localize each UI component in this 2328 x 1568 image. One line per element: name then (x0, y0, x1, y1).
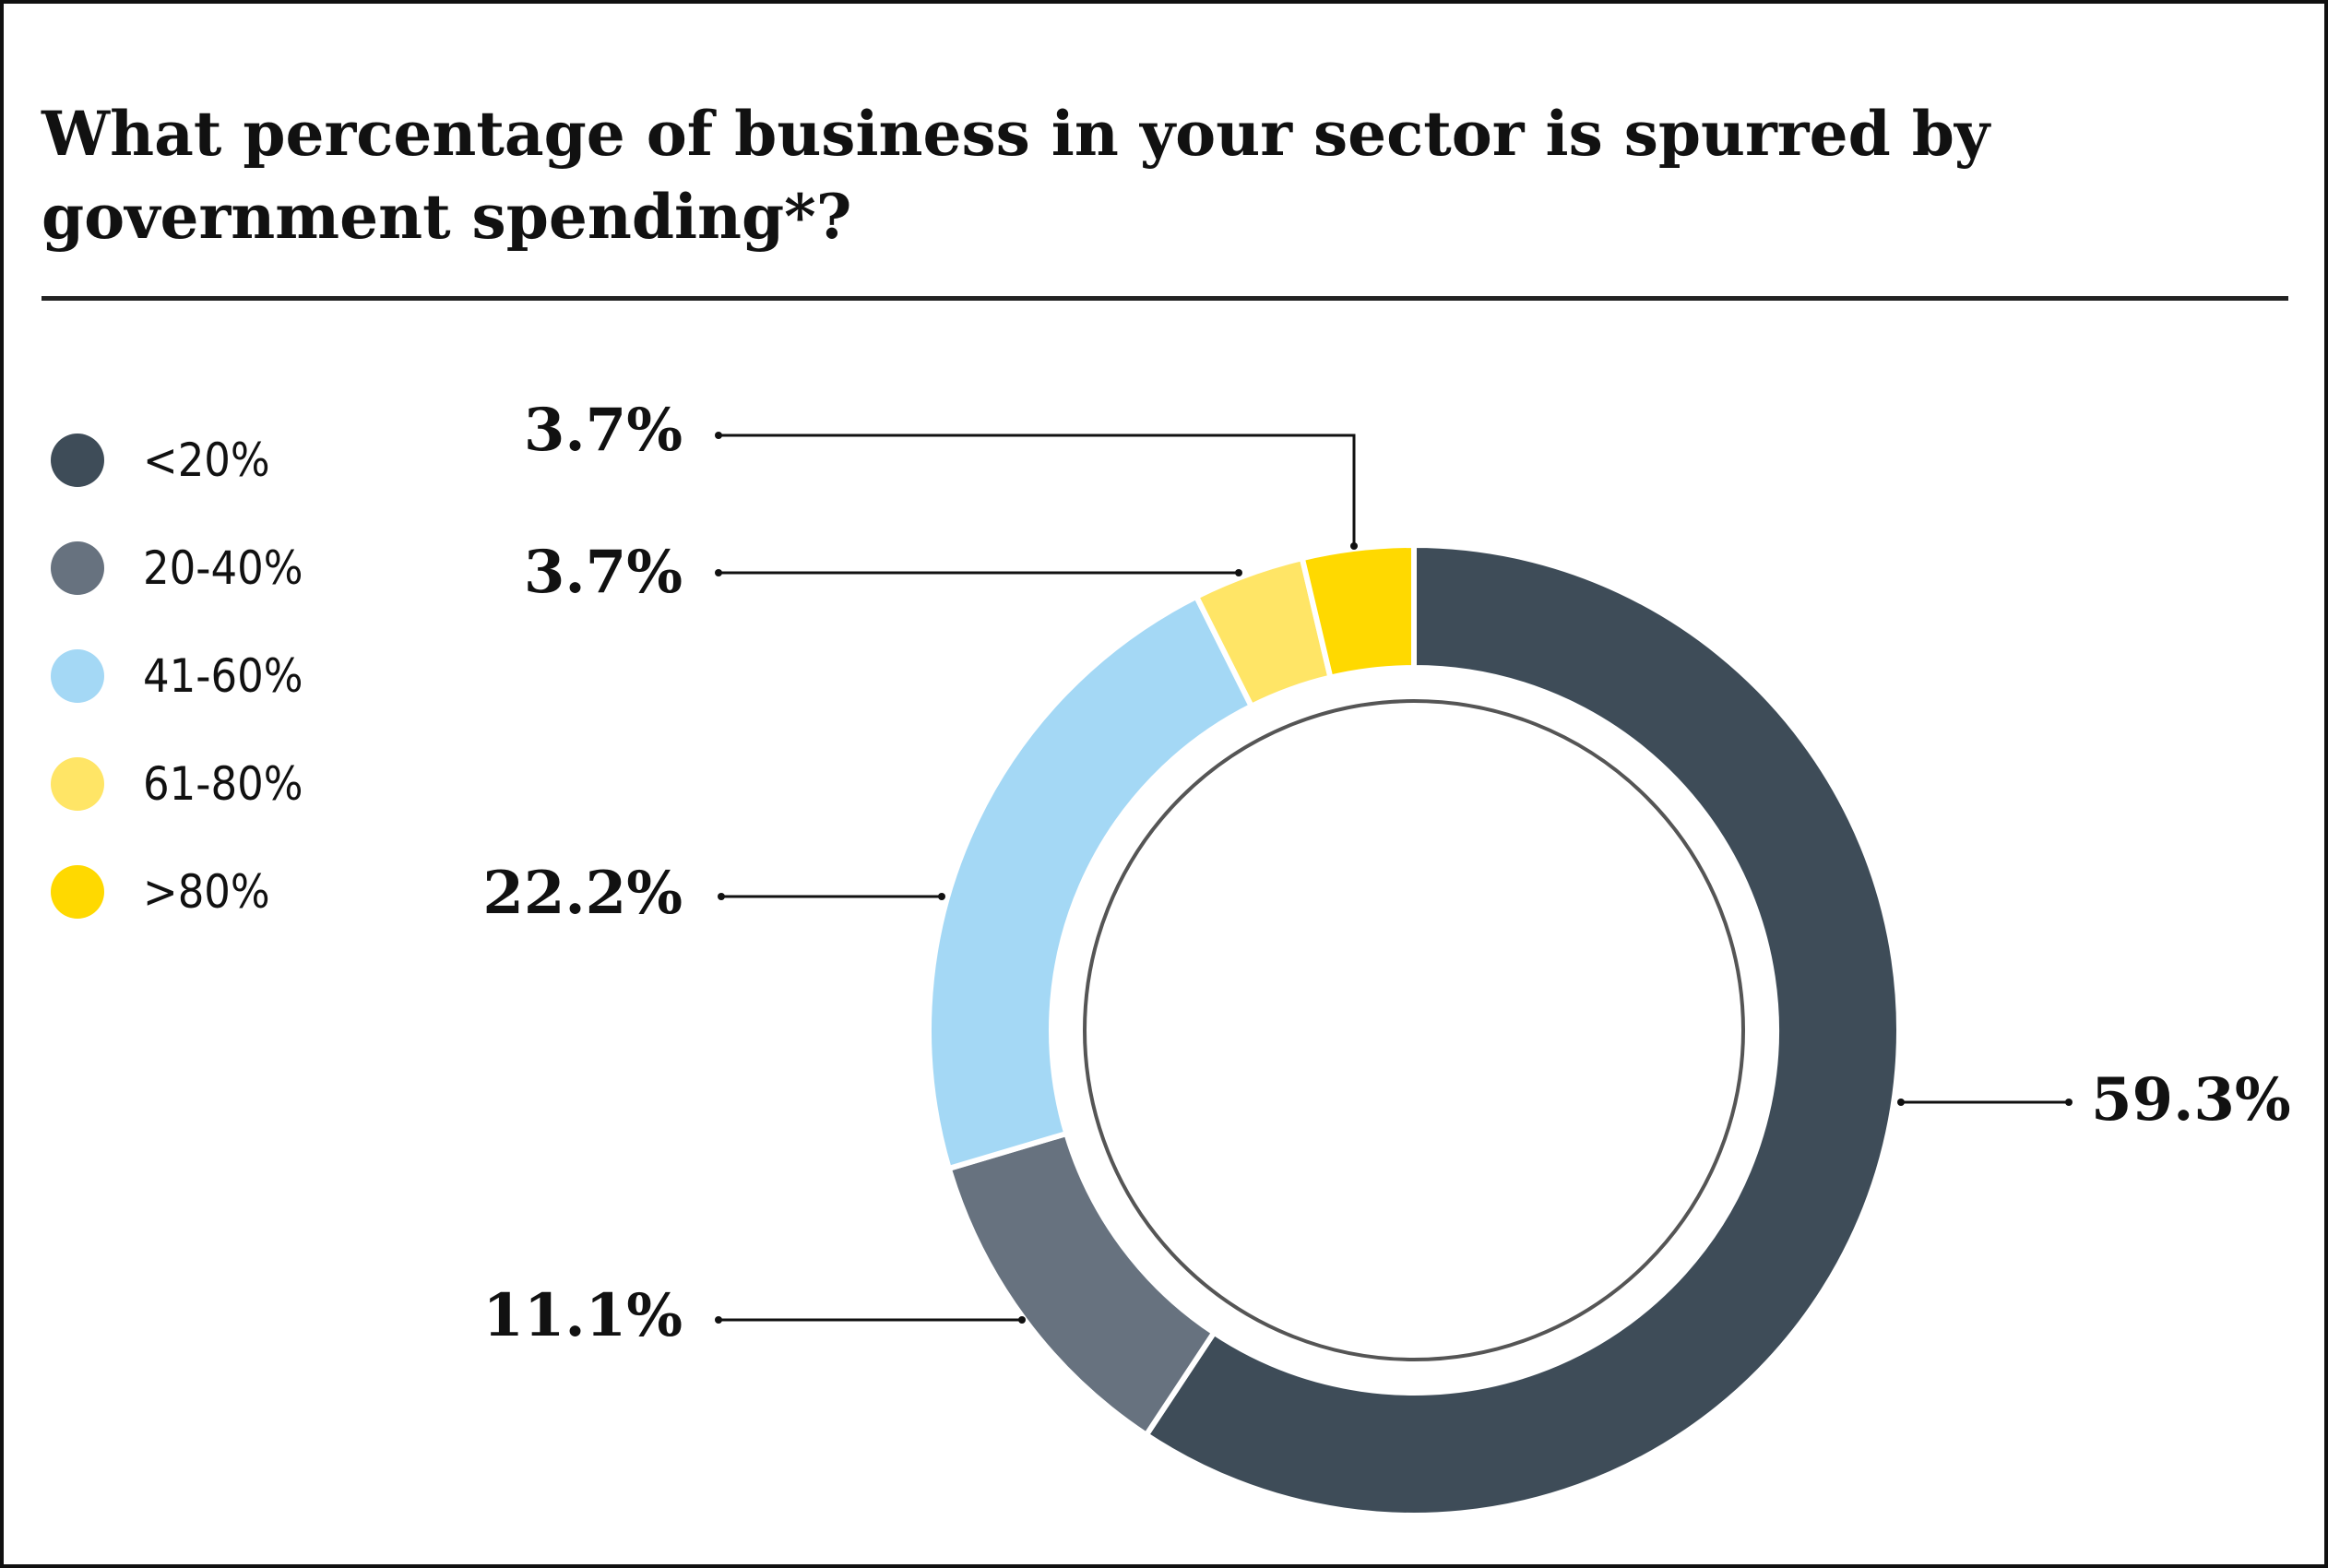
donut-slice-0 (1142, 541, 1902, 1518)
donut-slice-2 (926, 592, 1255, 1172)
legend-item: 20-40% (51, 514, 303, 622)
legend-swatch (51, 433, 104, 487)
legend-label: 41-60% (143, 648, 303, 703)
data-label-41-60: 22.2% (482, 859, 683, 928)
data-label-lt20: 59.3% (2091, 1065, 2291, 1134)
legend-item: 41-60% (51, 622, 303, 730)
legend-label: >80% (143, 864, 270, 919)
legend-item: 61-80% (51, 730, 303, 837)
legend-label: 61-80% (143, 756, 303, 811)
legend-label: <20% (143, 433, 270, 487)
legend-swatch (51, 648, 104, 703)
chart-title: What percentage of business in your sect… (42, 98, 1990, 253)
donut-slice-1 (945, 1130, 1218, 1439)
legend-item: <20% (51, 406, 303, 514)
legend-swatch (51, 864, 104, 919)
title-divider (42, 296, 2288, 301)
legend: <20% 20-40% 41-60% 61-80% >80% (51, 406, 303, 945)
inner-ring (1083, 699, 1745, 1361)
data-label-61-80: 3.7% (524, 538, 683, 607)
data-label-gt80: 3.7% (524, 396, 683, 465)
legend-swatch (51, 756, 104, 811)
legend-swatch (51, 540, 104, 595)
leader-line (719, 434, 1356, 546)
data-label-20-40: 11.1% (482, 1281, 683, 1350)
legend-item: >80% (51, 837, 303, 945)
donut-slice-4 (1299, 541, 1417, 682)
legend-label: 20-40% (143, 540, 303, 595)
